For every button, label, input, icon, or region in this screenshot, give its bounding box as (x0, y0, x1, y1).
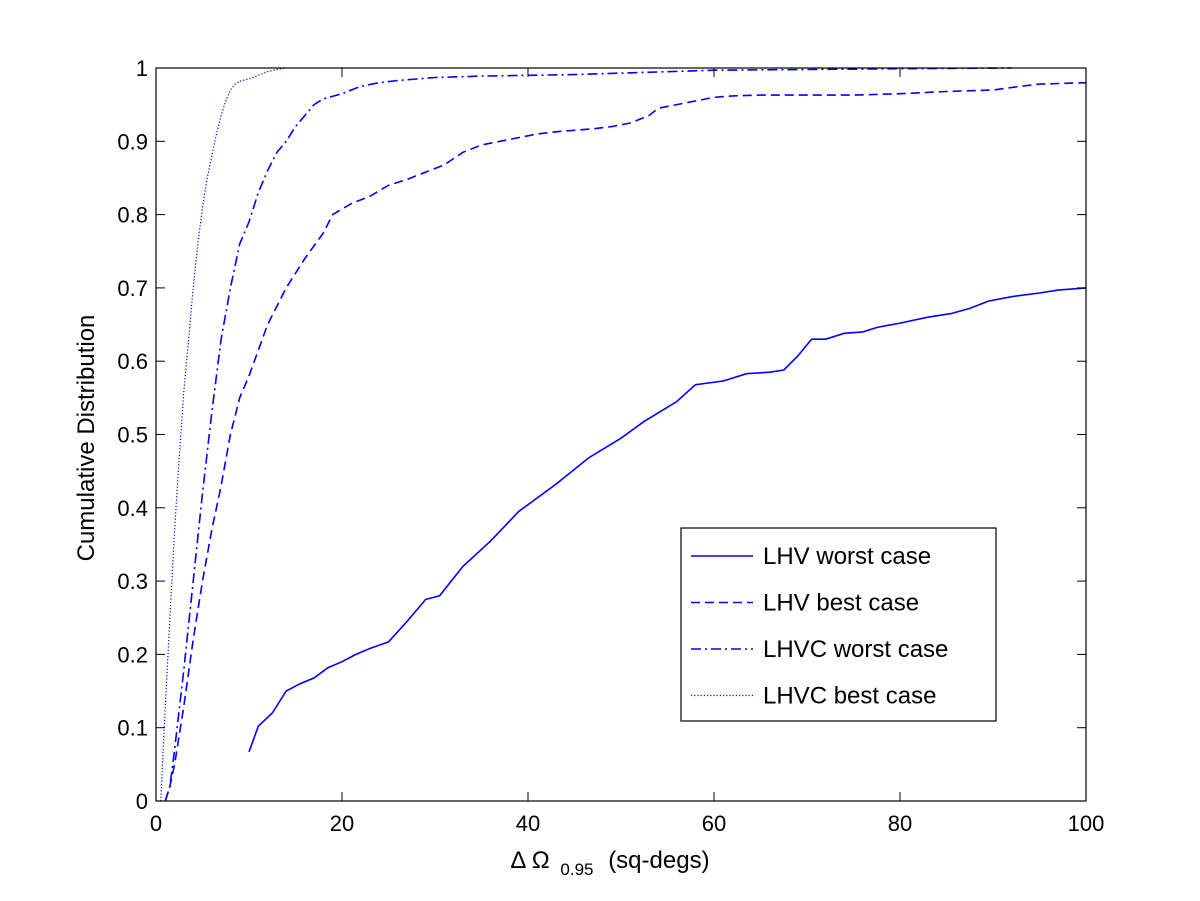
x-tick-label: 0 (150, 811, 162, 836)
axis-labels: Cumulative Distribution Δ Ω 0.95 (sq-deg… (73, 315, 710, 881)
series-line-3 (164, 67, 1012, 802)
y-tick-label: 0.5 (117, 423, 148, 448)
legend-label-2: LHV best case (763, 590, 919, 617)
x-axis-title-unit: (sq-degs) (608, 847, 709, 874)
legend-box (680, 527, 997, 722)
axes: 0 20 40 60 80 100 0 0.1 0.2 0.3 0.4 0.5 0.6 0.7 0.8 0.9… (117, 56, 1104, 836)
series-line-4 (160, 67, 287, 802)
series-line-1 (248, 287, 1087, 753)
y-tick-label: 0.6 (117, 349, 148, 374)
plot-area (160, 67, 1087, 802)
legend: LHV worst case LHV best case LHVC worst ca… (680, 527, 997, 722)
x-tick-label: 100 (1068, 811, 1105, 836)
legend-label-3: LHVC worst case (763, 636, 948, 663)
legend-label-1: LHV worst case (763, 543, 931, 570)
x-tick-label: 60 (702, 811, 726, 836)
x-axis-title: Δ Ω 0.95 (sq-degs) (510, 847, 709, 881)
y-tick-label: 0.3 (117, 569, 148, 594)
y-tick-label: 0.7 (117, 276, 148, 301)
series-line-2 (164, 81, 1087, 802)
y-axis-title: Cumulative Distribution (73, 315, 100, 562)
y-tick-label: 1 (136, 56, 148, 81)
x-tick-label: 40 (516, 811, 540, 836)
x-tick-label: 80 (888, 811, 912, 836)
y-tick-label: 0 (136, 789, 148, 814)
y-tick-label: 0.4 (117, 496, 148, 521)
y-tick-label: 0.8 (117, 203, 148, 228)
x-tick-label: 20 (330, 811, 354, 836)
y-tick-label: 0.1 (117, 716, 148, 741)
legend-label-4: LHVC best case (763, 683, 936, 710)
x-axis-title-symbol: Δ Ω (510, 847, 549, 874)
y-tick-label: 0.2 (117, 642, 148, 667)
y-tick-label: 0.9 (117, 129, 148, 154)
x-axis-title-subscript: 0.95 (560, 860, 593, 879)
